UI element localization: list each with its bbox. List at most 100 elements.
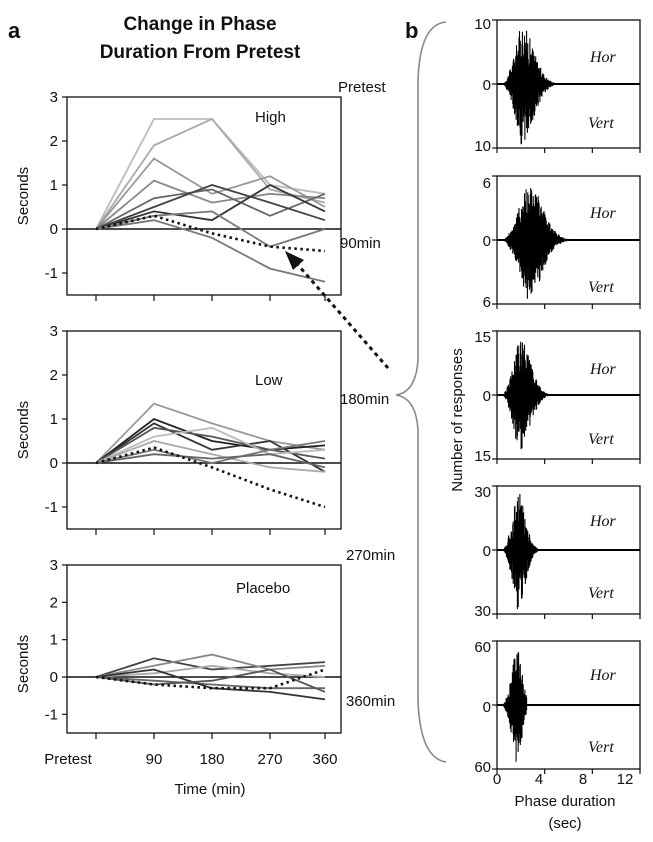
y-tick-label: -1 <box>45 265 58 282</box>
hist-y-tick: 10 <box>474 16 491 33</box>
series-line <box>95 157 326 230</box>
series-line <box>95 402 326 464</box>
y-axis-label: Seconds <box>15 635 32 693</box>
x-tick-label: 180 <box>199 751 224 768</box>
histogram-360min: 60 0 60 Hor Vert <box>474 639 641 776</box>
vert-label: Vert <box>588 739 614 756</box>
series-line-dotted <box>95 668 326 690</box>
hist-y-tick: 15 <box>474 329 491 346</box>
y-tick-label: 1 <box>50 632 58 649</box>
series-line <box>95 219 326 283</box>
histogram-180min: 15 0 15 Hor Vert <box>474 329 641 465</box>
panel-b-letter: b <box>405 18 418 43</box>
vert-label: Vert <box>588 431 614 448</box>
y-axis-label: Seconds <box>15 167 32 225</box>
panel-a-letter: a <box>8 18 21 43</box>
series-line <box>95 184 326 230</box>
x-tick-label: 8 <box>579 771 587 788</box>
y-tick-label: -1 <box>45 706 58 723</box>
hist-y-tick: 30 <box>474 484 491 501</box>
group-label-high: High <box>255 109 286 126</box>
series-line <box>95 440 326 473</box>
hist-y-tick: 10 <box>474 138 491 155</box>
series-line <box>95 676 325 690</box>
series-line <box>95 668 326 693</box>
hist-y-tick: 6 <box>483 175 491 192</box>
y-tick-label: 3 <box>50 89 58 106</box>
x-tick-label: 12 <box>617 771 634 788</box>
hist-y-tick: 30 <box>474 603 491 620</box>
series-line-dotted <box>95 214 326 253</box>
y-tick-label: 3 <box>50 557 58 574</box>
arrow-head <box>285 251 304 270</box>
brace <box>395 21 447 763</box>
panel-a-title-line1: Change in Phase <box>123 14 276 35</box>
hor-label: Hor <box>589 205 617 222</box>
y-tick-label: 2 <box>50 594 58 611</box>
hist-y-tick: 0 <box>483 388 491 405</box>
x-tick-label: 0 <box>493 771 501 788</box>
y-axis-label: Seconds <box>15 401 32 459</box>
histogram-270min: 30 0 30 Hor Vert <box>474 484 641 620</box>
time-label-180min: 180min <box>340 391 389 408</box>
hist-y-tick: 60 <box>474 759 491 776</box>
series-line <box>95 426 326 464</box>
series-line <box>95 117 326 230</box>
series-line-dotted <box>95 446 326 509</box>
time-label-360min: 360min <box>346 693 395 710</box>
hor-label: Hor <box>589 667 617 684</box>
subplot-placebo: Placebo Seconds 3 2 1 0 -1 <box>15 557 342 739</box>
series-line <box>95 453 326 469</box>
series-line <box>95 179 326 230</box>
subplot-low: Low Seconds 3 2 1 0 -1 <box>15 323 342 535</box>
time-label-90min: 90min <box>340 235 381 252</box>
series-line <box>95 210 326 248</box>
y-axis-label-responses: Number of responses <box>449 348 466 491</box>
y-tick-label: 1 <box>50 411 58 428</box>
hist-y-tick: 6 <box>483 294 491 311</box>
y-tick-label: 1 <box>50 177 58 194</box>
series-line <box>95 417 326 464</box>
x-tick-label: 90 <box>146 751 163 768</box>
hist-y-tick: 0 <box>483 699 491 716</box>
y-tick-label: 0 <box>50 455 58 472</box>
hor-label: Hor <box>589 49 617 66</box>
hist-bars <box>502 188 581 299</box>
plot-frame <box>66 330 342 530</box>
y-tick-label: 0 <box>50 221 58 238</box>
arrow-line <box>296 264 390 369</box>
hist-bars <box>502 652 528 762</box>
x-tick-label: 360 <box>312 751 337 768</box>
series-line <box>95 657 326 678</box>
subplot-high: High Seconds 3 2 1 0 -1 <box>15 89 342 301</box>
y-tick-label: 2 <box>50 133 58 150</box>
plot-frame <box>66 564 342 734</box>
hist-bars <box>502 30 567 145</box>
hist-y-tick: 60 <box>474 639 491 656</box>
series-line <box>95 183 326 230</box>
x-tick-label: Pretest <box>44 751 92 768</box>
x-tick-label: 270 <box>257 751 282 768</box>
series-line <box>95 422 326 473</box>
y-tick-label: 3 <box>50 323 58 340</box>
vert-label: Vert <box>588 279 614 296</box>
plot-frame <box>66 96 342 296</box>
x-axis-label-line2: (sec) <box>548 815 581 832</box>
series-line <box>95 664 326 678</box>
vert-label: Vert <box>588 585 614 602</box>
series-line <box>95 653 326 678</box>
time-label-pretest: Pretest <box>338 79 386 96</box>
y-tick-label: -1 <box>45 499 58 516</box>
time-label-270min: 270min <box>346 547 395 564</box>
hor-label: Hor <box>589 361 617 378</box>
hist-y-tick: 0 <box>483 77 491 94</box>
x-tick-label: 4 <box>535 771 543 788</box>
hist-y-tick: 15 <box>474 448 491 465</box>
x-axis-label-line1: Phase duration <box>515 793 616 810</box>
series-line <box>95 118 326 230</box>
hist-bars <box>502 493 543 610</box>
x-axis-label: Time (min) <box>174 781 245 798</box>
hist-y-tick: 0 <box>483 233 491 250</box>
